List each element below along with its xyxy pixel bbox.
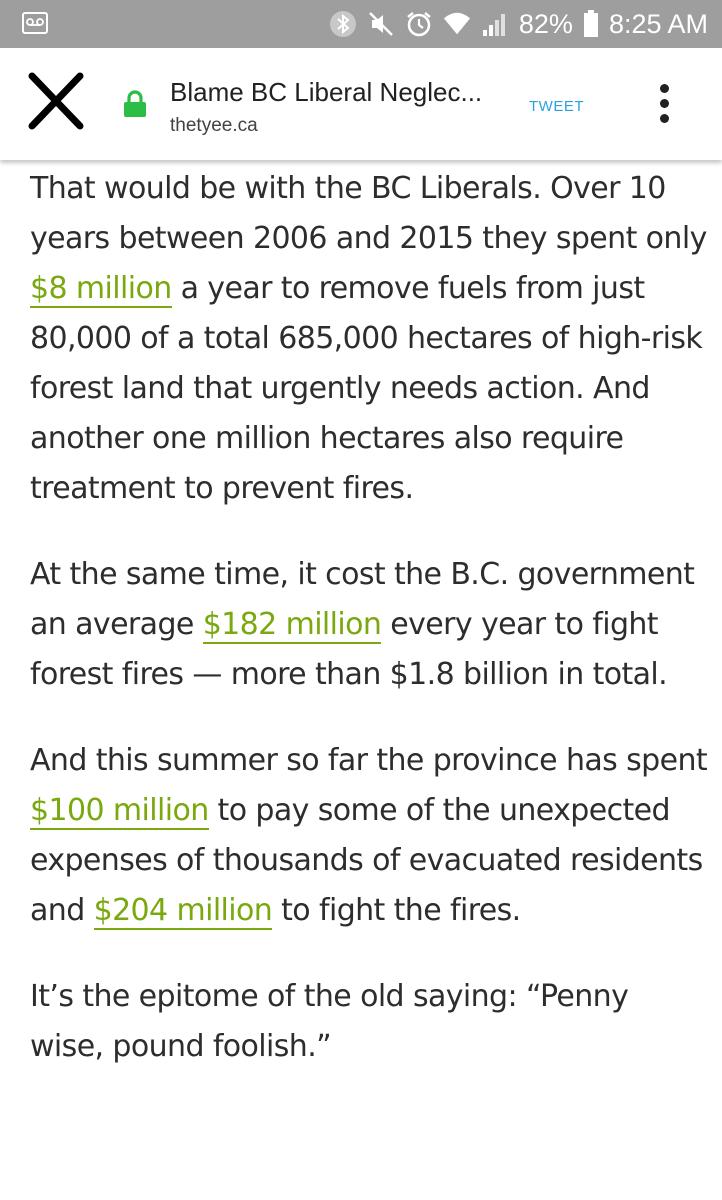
page-title: Blame BC Liberal Neglec... (170, 77, 483, 107)
more-vert-icon[interactable] (652, 84, 676, 128)
bluetooth-icon (329, 10, 357, 38)
link-100-million[interactable]: $100 million (30, 793, 209, 830)
paragraph-text: That would be with the BC Liberals. Over… (30, 171, 707, 256)
tweet-button[interactable]: TWEET (529, 98, 584, 115)
wifi-icon (443, 10, 471, 38)
browser-toolbar: Blame BC Liberal Neglec... thetyee.ca TW… (0, 48, 722, 160)
status-bar: 82% 8:25 AM (0, 0, 722, 48)
voicemail-icon (22, 12, 48, 34)
paragraph-text: At the same time, it cost the B.C. gover… (30, 557, 695, 642)
paragraph-text: And this summer so far the province has … (30, 743, 708, 778)
link-182-million[interactable]: $182 million (202, 607, 382, 644)
paragraph-text: a year to remove fuels from just 80,000 … (30, 271, 703, 506)
clock: 8:25 AM (608, 8, 708, 39)
paragraph-text: It’s the epitome of the old saying: “Pen… (30, 979, 629, 1064)
paragraph-text: to pay some of the unexpected expenses o… (30, 793, 703, 928)
paragraph-4: It’s the epitome of the old saying: “Pen… (30, 972, 710, 1072)
link-8-million[interactable]: $8 million (30, 271, 172, 308)
paragraph-text: to fight the fires. (272, 893, 521, 928)
alarm-icon (405, 10, 433, 38)
battery-icon (583, 10, 599, 38)
lock-icon (124, 90, 146, 117)
paragraph-1: That would be with the BC Liberals. Over… (30, 164, 710, 514)
link-204-million[interactable]: $204 million (93, 893, 273, 930)
article-body: That would be with the BC Liberals. Over… (30, 164, 710, 1108)
paragraph-3: And this summer so far the province has … (30, 736, 710, 936)
mute-icon (367, 10, 395, 38)
paragraph-text: every year to fight forest fires — more … (30, 607, 668, 692)
paragraph-2: At the same time, it cost the B.C. gover… (30, 550, 710, 700)
close-button[interactable] (26, 70, 86, 132)
close-icon (28, 72, 84, 130)
signal-icon (481, 10, 509, 38)
battery-percent: 82% (518, 8, 573, 39)
page-url: thetyee.ca (170, 115, 258, 136)
